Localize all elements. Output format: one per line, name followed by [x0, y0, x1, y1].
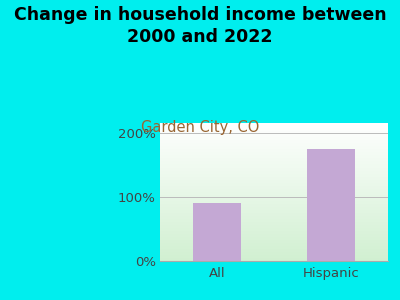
Bar — [307, 149, 355, 261]
Text: Garden City, CO: Garden City, CO — [141, 120, 259, 135]
Text: Change in household income between
2000 and 2022: Change in household income between 2000 … — [14, 6, 386, 46]
Bar — [193, 203, 241, 261]
